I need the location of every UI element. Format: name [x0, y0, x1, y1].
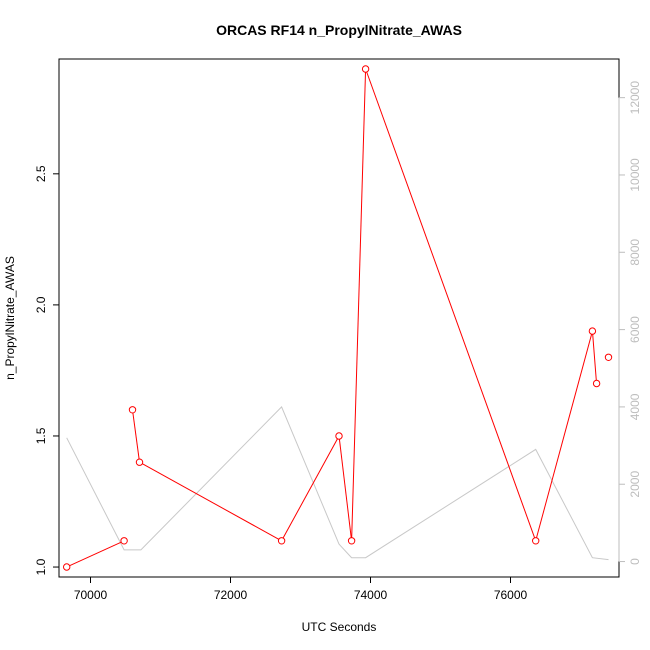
y-axis-title: n_PropylNitrate_AWAS	[3, 256, 17, 380]
secondary-series-line	[66, 406, 609, 561]
y-tick-label: 1.5	[34, 427, 48, 444]
primary-series-layer	[62, 65, 613, 571]
data-point	[532, 537, 540, 545]
secondary-y-tick-label: 2000	[628, 471, 642, 498]
y-tick-label: 2.5	[34, 165, 48, 182]
y-tick-label: 1.0	[34, 558, 48, 575]
secondary-y-tick-label: 4000	[628, 393, 642, 420]
primary-series-segment	[282, 438, 338, 539]
primary-series-segment	[592, 334, 597, 381]
data-point	[588, 327, 597, 335]
primary-series-segment	[338, 439, 352, 538]
secondary-y-axis: 0 2000 4000 6000 8000 10000 12000	[618, 81, 642, 565]
secondary-y-tick-label: 8000	[628, 239, 642, 266]
secondary-y-tick-label: 12000	[628, 81, 642, 115]
y-tick-label: 2.0	[34, 296, 48, 313]
data-point	[592, 379, 601, 388]
data-point	[361, 65, 370, 73]
x-tick-label: 70000	[74, 588, 108, 602]
data-point	[604, 353, 613, 361]
secondary-y-tick-label: 6000	[628, 316, 642, 343]
secondary-series-layer	[66, 406, 609, 561]
primary-series-segment	[132, 412, 140, 460]
x-axis-title: UTC Seconds	[302, 620, 377, 634]
data-point	[335, 432, 343, 440]
secondary-y-tick-label: 10000	[628, 158, 642, 192]
x-tick-label: 72000	[214, 588, 248, 602]
chart-title: ORCAS RF14 n_PropylNitrate_AWAS	[216, 22, 462, 38]
data-point	[62, 563, 71, 571]
data-point	[277, 537, 286, 545]
data-point	[347, 537, 356, 545]
data-point	[120, 537, 128, 545]
primary-series-segment	[142, 463, 280, 540]
primary-series-segment	[536, 334, 593, 538]
primary-series-segment	[351, 72, 366, 538]
x-axis: 70000 72000 74000 76000	[74, 576, 528, 602]
primary-series-segment	[366, 71, 536, 538]
x-tick-label: 76000	[494, 588, 528, 602]
plot-frame	[58, 58, 620, 578]
data-point	[135, 458, 144, 466]
y-axis: 1.0 1.5 2.0 2.5	[34, 165, 60, 575]
data-point	[128, 406, 137, 414]
secondary-y-tick-label: 0	[628, 558, 642, 565]
x-tick-label: 74000	[354, 588, 388, 602]
primary-series-segment	[69, 541, 122, 567]
